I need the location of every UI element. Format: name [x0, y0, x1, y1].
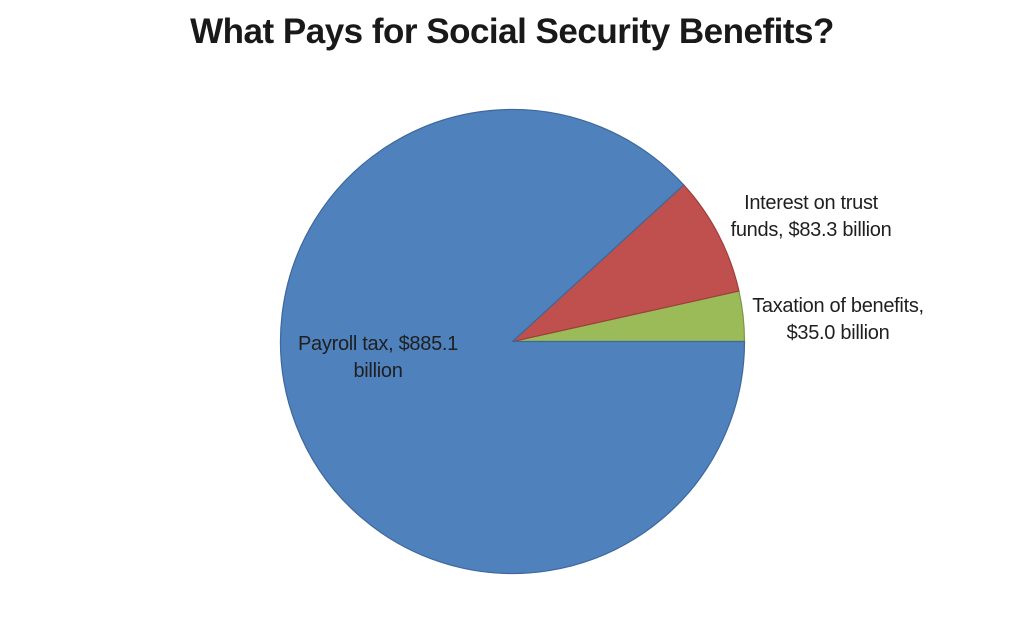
chart-title: What Pays for Social Security Benefits?: [190, 12, 834, 51]
data-label-payroll-tax-line1: Payroll tax, $885.1: [298, 333, 458, 356]
data-label-interest-on-trust-funds: Interest on trust funds, $83.3 billion: [731, 190, 892, 244]
pie-slice-payroll-tax[interactable]: [279, 108, 746, 575]
data-label-taxation-line1: Taxation of benefits,: [752, 295, 924, 318]
pie-slice-interest-on-trust-funds[interactable]: [511, 184, 740, 343]
data-label-payroll-tax: Payroll tax, $885.1 billion: [298, 331, 458, 385]
data-label-interest-line1: Interest on trust: [744, 192, 878, 215]
data-label-taxation-of-benefits: Taxation of benefits, $35.0 billion: [752, 293, 924, 347]
data-label-interest-line2: funds, $83.3 billion: [730, 219, 892, 241]
data-label-payroll-tax-line2: billion: [353, 360, 403, 382]
data-label-taxation-line2: $35.0 billion: [786, 322, 890, 344]
